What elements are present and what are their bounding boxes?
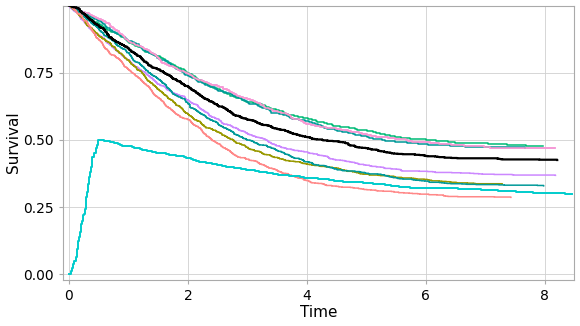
X-axis label: Time: Time bbox=[300, 305, 338, 320]
Y-axis label: Survival: Survival bbox=[6, 112, 20, 173]
